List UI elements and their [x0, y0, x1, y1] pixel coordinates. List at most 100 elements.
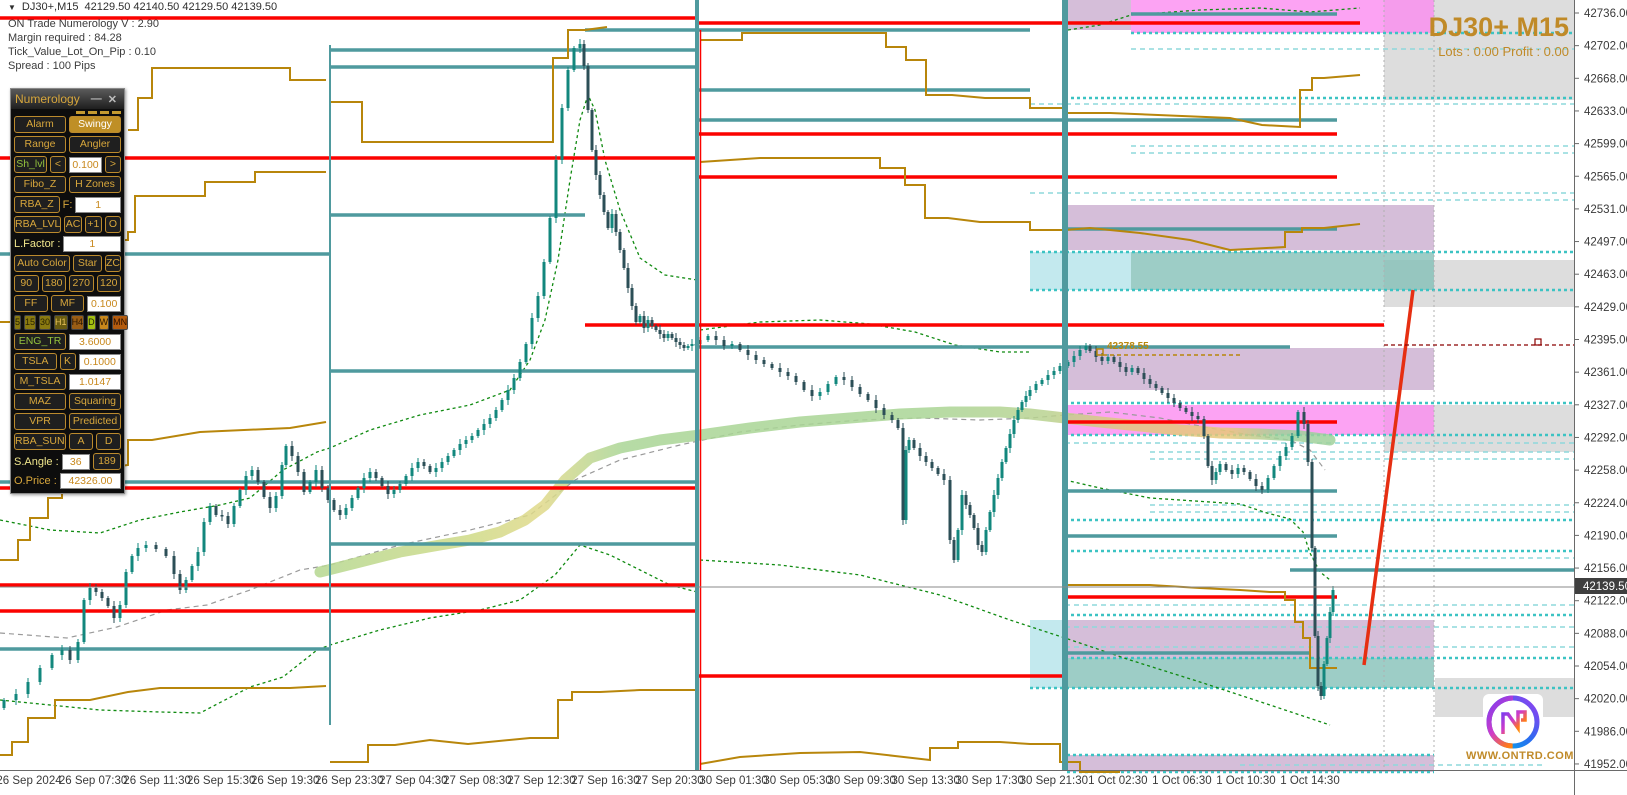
panel-row: Auto Color Star ZC — [14, 255, 121, 272]
chevron-down-icon[interactable]: ▼ — [8, 2, 16, 12]
price-tick-label: 41986.00 — [1584, 726, 1627, 738]
panel-label: F: — [62, 198, 73, 211]
panel-button-d[interactable]: D — [96, 433, 122, 450]
timeframe-button-5[interactable]: 5 — [14, 315, 22, 330]
price-tick-label: 42395.00 — [1584, 335, 1627, 347]
panel-row: ENG_TR 3.6000 — [14, 333, 121, 350]
panel-input[interactable]: 1 — [75, 196, 121, 213]
panel-row: TSLA K 0.1000 — [14, 353, 121, 370]
ohlc-readout[interactable]: ▼ DJ30+,M15 42129.50 42140.50 42129.50 4… — [8, 1, 277, 13]
teal-level-lines — [0, 12, 1574, 655]
panel-input[interactable]: 0.100 — [69, 156, 102, 173]
price-tick-label: 42190.00 — [1584, 530, 1627, 542]
symbol-watermark-title: DJ30+ M15 — [1428, 12, 1569, 42]
panel-row: Alarm Swingy — [14, 116, 121, 133]
panel-button--[interactable]: > — [105, 156, 121, 173]
timeframe-button-d[interactable]: D — [87, 315, 96, 330]
panel-titlebar[interactable]: Numerology — ✕ — [11, 89, 124, 109]
time-tick-label: 30 Sep 21:30 — [1020, 775, 1088, 787]
panel-input[interactable]: 0.100 — [87, 295, 122, 312]
panel-button-h-zones[interactable]: H Zones — [69, 176, 121, 193]
price-tick-label: 42702.00 — [1584, 41, 1627, 53]
panel-button-+1[interactable]: +1 — [84, 216, 102, 233]
panel-button-eng-tr[interactable]: ENG_TR — [14, 333, 66, 350]
panel-button-o[interactable]: O — [105, 216, 121, 233]
panel-button-vpr[interactable]: VPR — [14, 413, 66, 430]
red-trend-arrow — [1362, 289, 1415, 666]
panel-button-270[interactable]: 270 — [69, 275, 94, 292]
panel-row: RBA_SUN A D — [14, 433, 122, 450]
time-tick-label: 26 Sep 15:30 — [187, 775, 255, 787]
price-tick-label: 42020.00 — [1584, 694, 1627, 706]
panel-button-a[interactable]: A — [68, 433, 94, 450]
close-button[interactable]: ✕ — [107, 93, 117, 106]
timeframe-button-h4[interactable]: H4 — [70, 315, 85, 330]
timeframe-button-h1[interactable]: H1 — [54, 315, 68, 330]
time-tick-label: 27 Sep 04:30 — [379, 775, 447, 787]
panel-label: L.Factor : — [14, 238, 61, 250]
time-tick-label: 1 Oct 02:30 — [1088, 775, 1147, 787]
panel-button-swingy[interactable]: Swingy — [69, 116, 121, 133]
object-markers: 42378.55 — [1096, 338, 1574, 356]
panel-button-90[interactable]: 90 — [14, 275, 39, 292]
panel-button-120[interactable]: 120 — [96, 275, 121, 292]
panel-button-rba-sun[interactable]: RBA_SUN — [14, 433, 66, 450]
time-tick-label: 26 Sep 23:30 — [315, 775, 383, 787]
panel-button-predicted[interactable]: Predicted — [69, 413, 121, 430]
time-tick-label: 1 Oct 06:30 — [1152, 775, 1211, 787]
price-tick-label: 42258.00 — [1584, 465, 1627, 477]
panel-input[interactable]: 0.1000 — [78, 353, 121, 370]
panel-button-star[interactable]: Star — [73, 255, 102, 272]
panel-row: MAZ Squaring — [14, 393, 121, 410]
panel-input[interactable]: 1.0147 — [69, 373, 121, 390]
panel-button-squaring[interactable]: Squaring — [69, 393, 121, 410]
price-tick-label: 42327.00 — [1584, 400, 1627, 412]
panel-button-180[interactable]: 180 — [41, 275, 66, 292]
panel-button-maz[interactable]: MAZ — [14, 393, 66, 410]
time-tick-label: 26 Sep 11:30 — [123, 775, 191, 787]
panel-button-tsla[interactable]: TSLA — [14, 353, 57, 370]
panel-button-sh-lvl[interactable]: Sh_lvl — [14, 156, 47, 173]
panel-button-189[interactable]: 189 — [92, 453, 122, 470]
time-tick-label: 26 Sep 07:30 — [59, 775, 127, 787]
info-line: ON Trade Numerology V : 2.90 — [8, 18, 160, 30]
panel-input[interactable]: 42326.00 — [59, 473, 121, 489]
time-tick-label: 30 Sep 13:30 — [891, 775, 959, 787]
panel-input[interactable]: 3.6000 — [69, 333, 121, 350]
price-tick-label: 42668.00 — [1584, 73, 1627, 85]
minimize-button[interactable]: — — [90, 93, 102, 105]
panel-button-mf[interactable]: MF — [50, 295, 85, 312]
panel-button-m-tsla[interactable]: M_TSLA — [14, 373, 66, 390]
panel-button-rba-lvl[interactable]: RBA_LVL — [14, 216, 62, 233]
panel-row: Sh_lvl <0.100 > — [14, 156, 121, 173]
panel-label: O.Price : — [14, 475, 57, 487]
timeframe-button-mn[interactable]: MN — [112, 315, 129, 330]
panel-button-auto-color[interactable]: Auto Color — [14, 255, 70, 272]
panel-button-ff[interactable]: FF — [14, 295, 48, 312]
panel-button-angler[interactable]: Angler — [69, 136, 121, 153]
panel-button-k[interactable]: K — [59, 353, 76, 370]
current-price-badge: 42139.50 — [1575, 578, 1627, 594]
panel-input[interactable]: 1 — [63, 236, 121, 252]
numerology-panel[interactable]: Numerology — ✕ Alarm Swingy Range Angler Sh_… — [10, 88, 129, 494]
panel-rows: Alarm Swingy Range Angler Sh_lvl <0.100 > Fibo_… — [11, 114, 129, 493]
time-tick-label: 30 Sep 05:30 — [763, 775, 831, 787]
timeframe-button-15[interactable]: 15 — [24, 315, 37, 330]
panel-button-zc[interactable]: ZC — [105, 255, 121, 272]
timeframe-button-w[interactable]: W — [98, 315, 110, 330]
panel-input[interactable]: 36 — [61, 453, 90, 470]
panel-button-ac[interactable]: AC — [64, 216, 82, 233]
info-line: Spread : 100 Pips — [8, 60, 96, 72]
price-tick-label: 42361.00 — [1584, 367, 1627, 379]
panel-button--[interactable]: < — [50, 156, 66, 173]
time-tick-label: 1 Oct 10:30 — [1216, 775, 1275, 787]
panel-button-range[interactable]: Range — [14, 136, 66, 153]
panel-button-fibo-z[interactable]: Fibo_Z — [14, 176, 66, 193]
timeframe-button-30[interactable]: 30 — [39, 315, 52, 330]
panel-button-alarm[interactable]: Alarm — [14, 116, 66, 133]
panel-button-rba-z[interactable]: RBA_Z — [14, 196, 60, 213]
panel-row: VPR Predicted — [14, 413, 121, 430]
